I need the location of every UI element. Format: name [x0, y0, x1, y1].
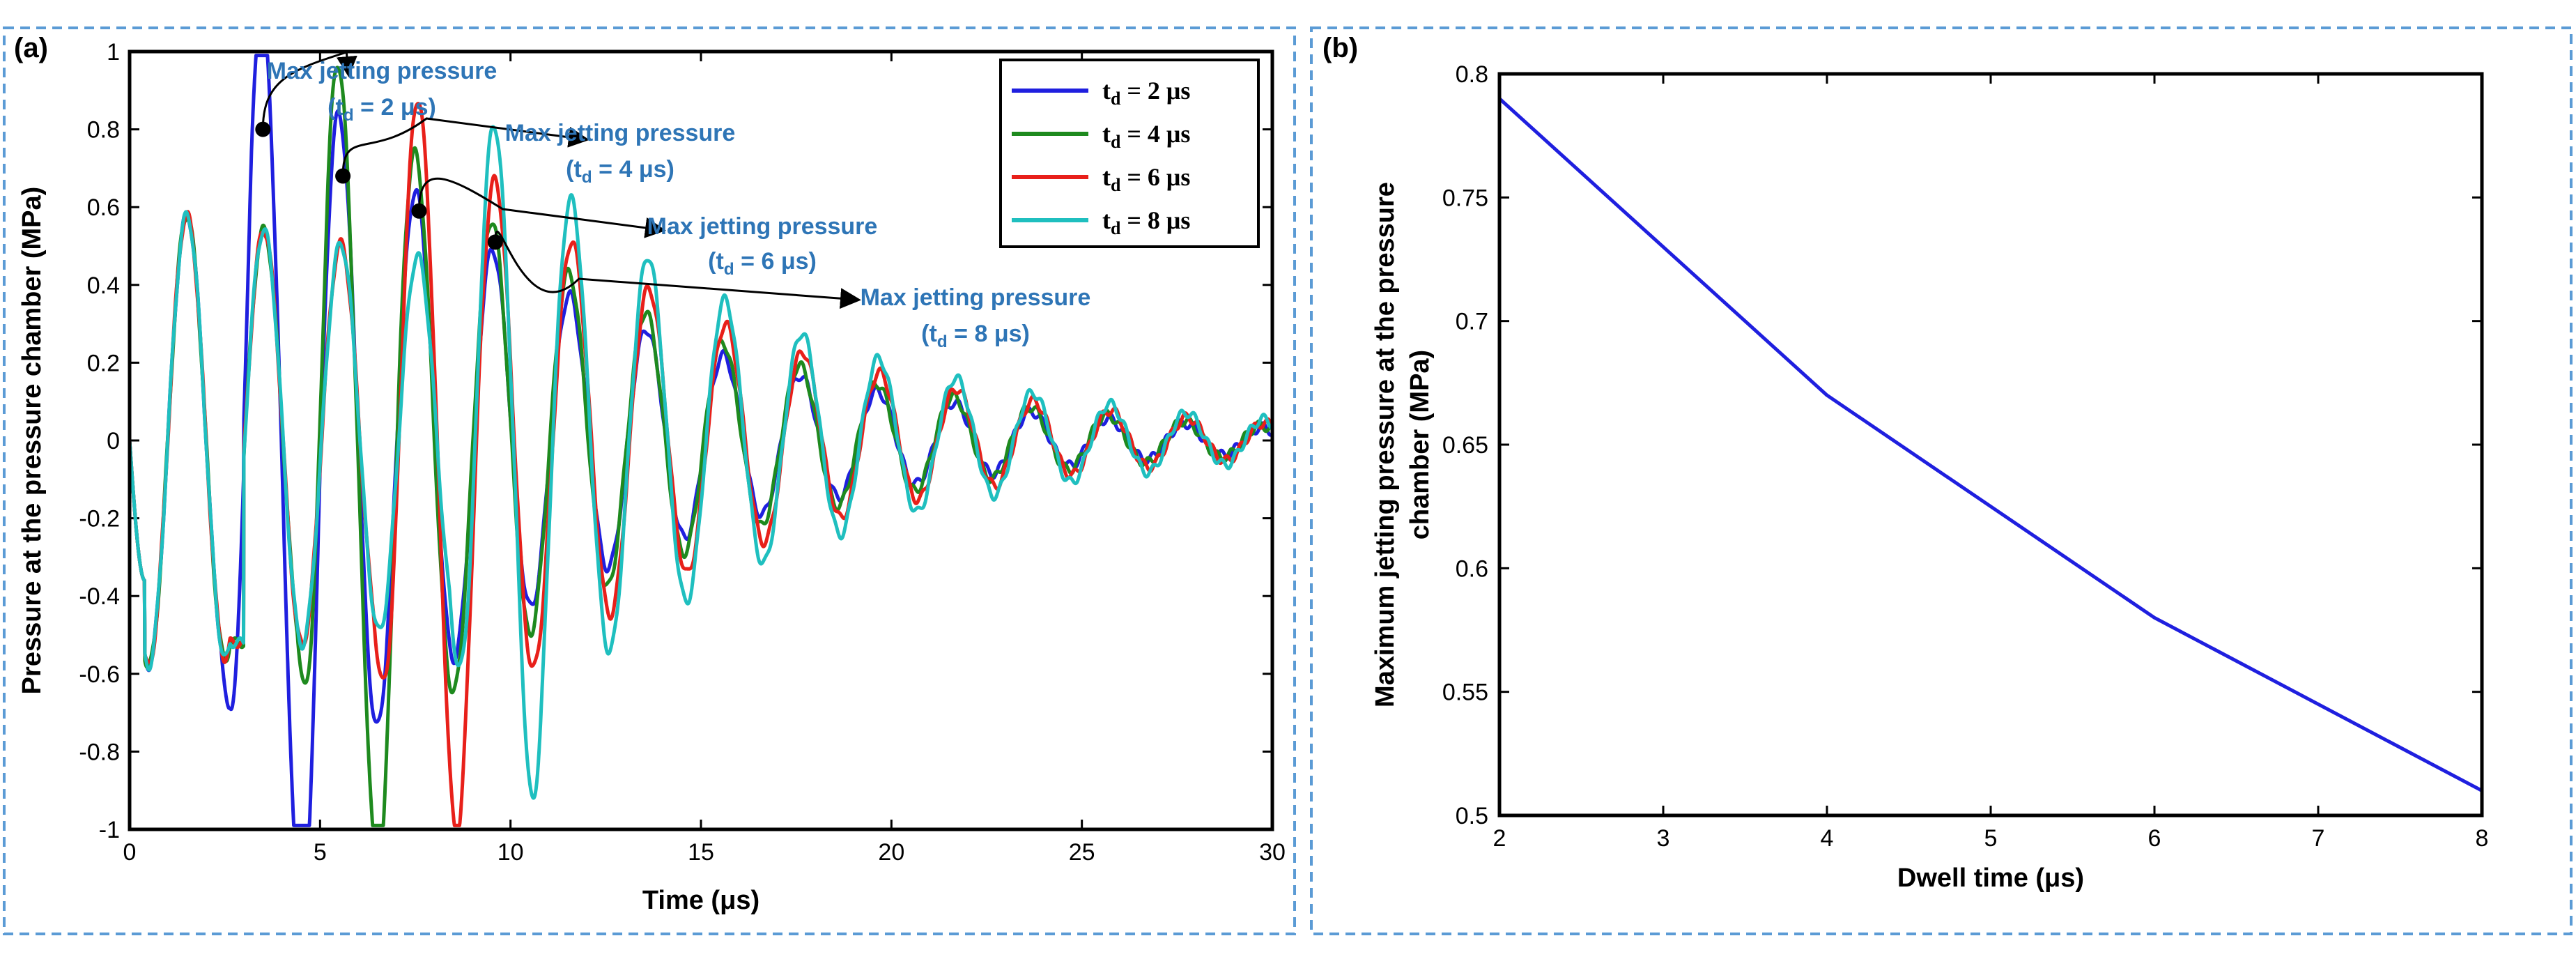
y-tick-label: -0.6: [79, 661, 120, 688]
y-tick-label: -0.4: [79, 583, 120, 610]
annotation-subtitle: (td = 4 μs): [566, 156, 674, 187]
y-tick-label: 0.6: [87, 194, 120, 221]
x-tick-label: 15: [688, 839, 714, 866]
panel-b-series-group: [1498, 97, 2483, 792]
max-pressure-marker: [487, 234, 503, 250]
annotation-subtitle: (td = 2 μs): [327, 94, 436, 125]
panel-a-series-group: [128, 54, 1274, 827]
y-tick-label: -1: [99, 817, 120, 843]
x-tick-label: 3: [1657, 825, 1670, 852]
panel-a-annotations: Max jetting pressure (td = 2 μs) Max jetti…: [255, 51, 1091, 351]
y-tick-label: 0.55: [1442, 680, 1488, 706]
panel-a-x-axis-label: Time (μs): [642, 886, 759, 915]
panel-a-legend: td = 2 μs td = 4 μs td = 6 μs td = 8 μs: [999, 59, 1260, 248]
legend-entry: td = 8 μs: [1102, 206, 1190, 238]
annotation-arrow: [417, 177, 666, 238]
panel-b-ticks: 2 3 4 5 6 7 8 0.5 0.55 0.6 0.65 0.7 0.75 0.8: [1442, 61, 2489, 852]
annotation-arrow: [494, 230, 861, 309]
panel-b-y-axis-label-line2: chamber (MPa): [1405, 350, 1435, 539]
panel-a-y-axis-label: Pressure at the pressure chamber (MPa): [17, 187, 47, 695]
x-tick-label: 4: [1821, 825, 1834, 852]
legend-entry: td = 4 μs: [1102, 120, 1190, 152]
panel-a-label: (a): [14, 33, 48, 63]
max-pressure-marker: [411, 203, 427, 219]
panel-a-axes-box: [128, 49, 1274, 831]
annotation-subtitle: (td = 8 μs): [921, 321, 1030, 351]
panel-b-y-axis-label-line1: Maximum jetting pressure at the pressure: [1371, 182, 1400, 707]
x-tick-label: 20: [878, 839, 904, 866]
x-tick-label: 2: [1493, 825, 1506, 852]
y-tick-label: 0.7: [1456, 309, 1488, 335]
x-tick-label: 6: [2148, 825, 2161, 852]
y-tick-label: 0.75: [1442, 185, 1488, 211]
panel-b-label: (b): [1322, 33, 1358, 63]
panel-a-ticks: 0 5 10 15 20 25 30 -1 -0.8 -0.6 -0.4 -0.2 0 0.2 0.4 0.6…: [79, 39, 1286, 866]
series-line-td-8: [128, 125, 1274, 800]
series-line-td-4: [128, 66, 1274, 827]
annotation-title: Max jetting pressure: [505, 120, 736, 146]
y-tick-label: 0.65: [1442, 432, 1488, 459]
x-tick-label: 0: [123, 839, 137, 866]
annotation-arrow: [261, 51, 357, 130]
panel-b-axes-box: [1497, 72, 2484, 818]
x-tick-label: 30: [1259, 839, 1286, 866]
y-tick-label: 0.4: [87, 273, 120, 299]
y-tick-label: 0.8: [87, 117, 120, 144]
panel-a-frame: [3, 26, 1296, 935]
y-tick-label: 0.8: [1456, 61, 1488, 88]
x-tick-label: 25: [1069, 839, 1095, 866]
panel-b-frame: [1310, 26, 2573, 935]
annotation-title: Max jetting pressure: [267, 58, 498, 84]
x-tick-label: 5: [1984, 825, 1998, 852]
y-tick-label: -0.8: [79, 739, 120, 765]
legend-entry: td = 6 μs: [1102, 163, 1190, 195]
annotation-arrow: [341, 117, 589, 176]
y-tick-label: -0.2: [79, 506, 120, 532]
x-tick-label: 7: [2312, 825, 2325, 852]
x-tick-label: 8: [2476, 825, 2489, 852]
x-tick-label: 10: [498, 839, 524, 866]
y-tick-label: 1: [107, 39, 120, 66]
annotation-title: Max jetting pressure: [647, 213, 878, 240]
y-tick-label: 0.2: [87, 350, 120, 376]
max-pressure-marker: [335, 168, 351, 184]
annotation-subtitle: (td = 6 μs): [708, 248, 817, 279]
y-tick-label: 0.6: [1456, 555, 1488, 582]
max-pressure-line: [1498, 97, 2483, 792]
y-tick-label: 0: [107, 428, 120, 454]
annotation-title: Max jetting pressure: [861, 284, 1091, 311]
max-pressure-marker: [255, 121, 271, 137]
panel-b-x-axis-label: Dwell time (μs): [1897, 864, 2084, 893]
legend-entry: td = 2 μs: [1102, 77, 1190, 109]
x-tick-label: 5: [314, 839, 327, 866]
y-tick-label: 0.5: [1456, 803, 1488, 829]
